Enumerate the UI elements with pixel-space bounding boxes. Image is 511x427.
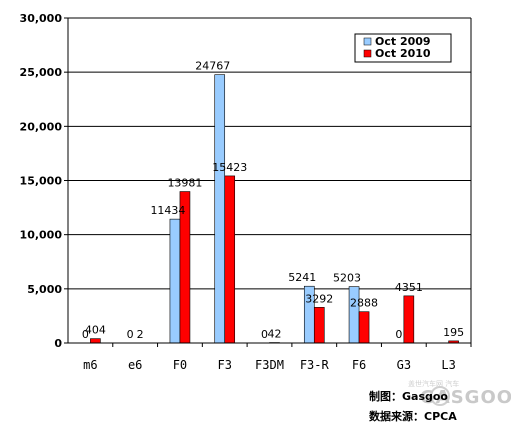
watermark-logo-icon — [430, 386, 450, 406]
bar-oct-2009 — [348, 286, 360, 344]
x-tick-label: e6 — [128, 358, 142, 372]
data-label: 0 — [395, 328, 402, 341]
axes — [67, 18, 472, 344]
y-tick-label: 30,000 — [20, 12, 63, 25]
data-label: 5241 — [288, 271, 316, 284]
legend: Oct 2009 Oct 2010 — [354, 33, 452, 63]
data-label: 195 — [443, 326, 464, 339]
y-tick-label: 10,000 — [20, 229, 63, 242]
data-source-credit: 数据来源：CPCA — [369, 409, 457, 423]
watermark-brand: GASGOO — [420, 387, 511, 408]
x-tick-labels: m6 e6 F0 F3 F3DM F3-R F6 G3 L3 — [83, 343, 472, 372]
data-label: 0 — [82, 328, 89, 341]
x-tick-label: m6 — [83, 358, 97, 372]
data-label: 15423 — [212, 161, 247, 174]
data-label: 42 — [268, 328, 282, 341]
data-label: 0 — [261, 328, 268, 341]
data-label: 11434 — [150, 204, 185, 217]
y-tick-label: 15,000 — [20, 175, 63, 188]
bar-oct-2010 — [403, 295, 415, 344]
x-tick-label: F3DM — [255, 358, 284, 372]
data-label: 5203 — [333, 272, 361, 285]
bars — [90, 74, 459, 344]
bar-oct-2010 — [224, 175, 236, 344]
legend-label-oct-2010: Oct 2010 — [375, 47, 431, 60]
data-label: 2 — [137, 328, 144, 341]
legend-label-oct-2009: Oct 2009 — [375, 35, 431, 48]
chart-maker-credit: 制图：Gasgoo — [369, 389, 448, 403]
bar-oct-2010 — [90, 338, 101, 344]
bar-oct-2009 — [169, 218, 181, 344]
legend-swatch-oct-2010 — [363, 49, 372, 58]
x-tick-label: F6 — [352, 358, 366, 372]
x-tick-label: G3 — [397, 358, 411, 372]
legend-box — [354, 33, 452, 63]
data-label: 4351 — [395, 281, 423, 294]
data-label: 0 — [127, 328, 134, 341]
bar-oct-2010 — [313, 307, 325, 344]
data-label: 2888 — [350, 297, 378, 310]
watermark: 盖世汽车网 汽车 GASGOO — [408, 379, 511, 408]
bar-oct-2009 — [214, 74, 226, 344]
x-tick-label: F3 — [217, 358, 231, 372]
y-tick-label: 5,000 — [27, 283, 62, 296]
data-label: 13981 — [167, 177, 202, 190]
x-tick-label: F3-R — [300, 358, 330, 372]
y-tick-labels: 0 5,000 10,000 15,000 20,000 25,000 30,000 — [20, 12, 63, 350]
data-label: 404 — [85, 324, 106, 337]
grid-lines — [64, 17, 471, 344]
watermark-tagline: 盖世汽车网 汽车 — [408, 379, 459, 388]
y-tick-label: 0 — [54, 337, 62, 350]
data-label: 24767 — [195, 60, 230, 73]
y-tick-label: 25,000 — [20, 66, 63, 79]
y-tick-label: 20,000 — [20, 120, 63, 133]
x-tick-label: F0 — [173, 358, 187, 372]
data-label: 3292 — [305, 292, 333, 305]
bar-oct-2010 — [358, 311, 370, 344]
legend-swatch-oct-2009 — [363, 37, 372, 46]
x-tick-label: L3 — [441, 358, 455, 372]
